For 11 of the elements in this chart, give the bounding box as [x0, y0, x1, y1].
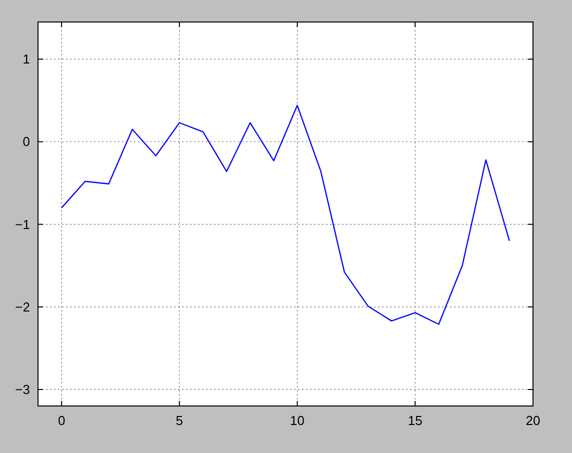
x-tick-label: 5	[176, 413, 184, 428]
x-tick-label: 0	[58, 413, 66, 428]
y-tick-label: −2	[15, 299, 30, 314]
y-tick-label: 1	[22, 52, 30, 67]
x-tick-label: 10	[290, 413, 305, 428]
x-tick-label: 20	[526, 413, 540, 428]
line-series	[60, 104, 510, 325]
y-tick-label: 0	[22, 134, 30, 150]
y-tick-label: −3	[15, 382, 30, 397]
x-tick-label: 15	[408, 413, 422, 428]
y-tick-label: −1	[15, 216, 30, 232]
